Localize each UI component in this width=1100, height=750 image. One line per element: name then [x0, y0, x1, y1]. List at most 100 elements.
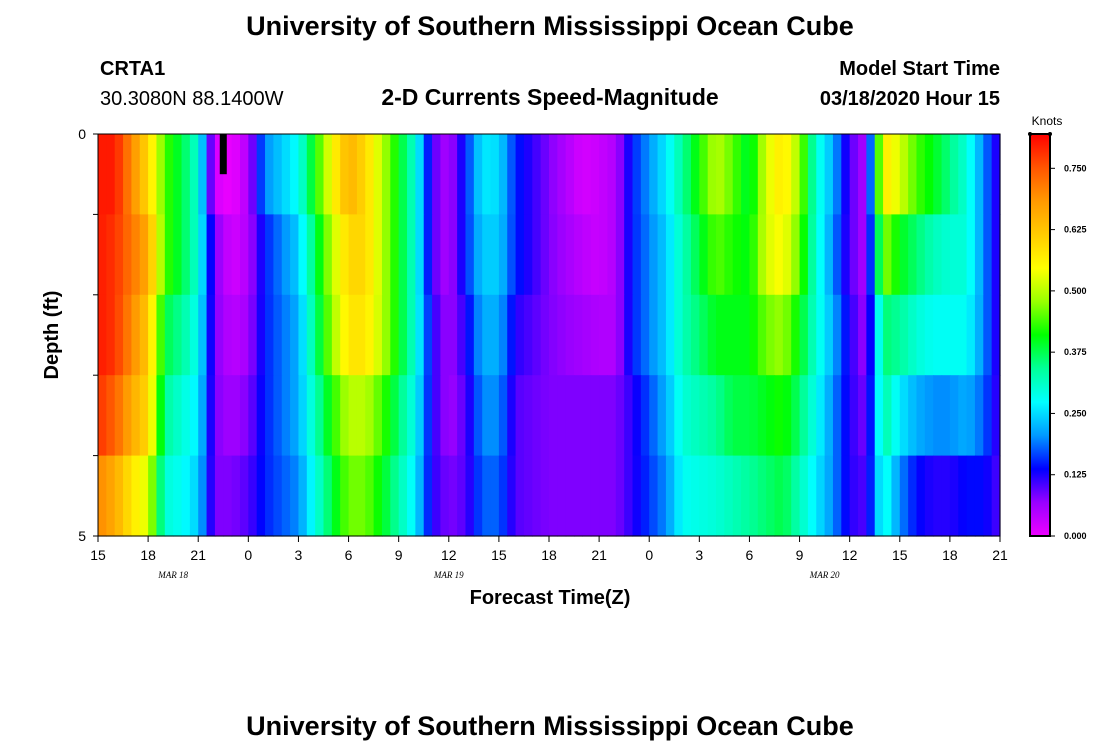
heatmap-cell: [507, 214, 517, 296]
colorbar-tick-label: 0.625: [1064, 225, 1087, 235]
heatmap-cell: [624, 294, 634, 376]
heatmap-cell: [331, 134, 341, 215]
heatmap-cell: [482, 214, 492, 296]
heatmap-cell: [490, 214, 500, 296]
heatmap-cell: [966, 375, 976, 457]
heatmap-cell: [515, 214, 525, 296]
heatmap-cell: [891, 455, 901, 537]
heatmap-cell: [590, 455, 600, 537]
heatmap-cell: [432, 375, 442, 457]
colorbar-unit: Knots: [1032, 114, 1063, 128]
heatmap-cell: [164, 134, 174, 215]
x-tick-label: 12: [441, 547, 457, 563]
heatmap-cell: [298, 294, 308, 376]
heatmap-cell: [381, 214, 391, 296]
heatmap-cell: [866, 294, 876, 376]
heatmap-cell: [214, 375, 224, 457]
heatmap-cell: [498, 214, 508, 296]
heatmap-cell: [824, 294, 834, 376]
heatmap-cell: [390, 134, 400, 215]
heatmap-cell: [398, 294, 408, 376]
heatmap-cell: [707, 134, 717, 215]
heatmap-cell: [432, 134, 442, 215]
heatmap-cell: [807, 375, 817, 457]
heatmap-cell: [766, 134, 776, 215]
heatmap-cell: [532, 294, 542, 376]
heatmap-cell: [198, 294, 208, 376]
heatmap-cell: [824, 455, 834, 537]
heatmap-cell: [624, 455, 634, 537]
heatmap-cell: [440, 294, 450, 376]
heatmap-cell: [306, 455, 316, 537]
heatmap-cell: [131, 134, 141, 215]
heatmap-cell: [290, 455, 300, 537]
heatmap-cell: [114, 214, 124, 296]
heatmap-cell: [549, 134, 558, 215]
heatmap-cell: [214, 294, 224, 376]
heatmap-cell: [916, 134, 926, 215]
heatmap-cell: [991, 214, 1001, 296]
heatmap-cell: [423, 134, 433, 215]
x-tick-label: 15: [892, 547, 908, 563]
heatmap-cell: [891, 294, 901, 376]
heatmap-cell: [298, 134, 308, 215]
heatmap-cell: [716, 375, 725, 457]
heatmap-cell: [139, 134, 149, 215]
heatmap-cell: [657, 134, 667, 215]
heatmap-cell: [365, 294, 375, 376]
chart-subtitle: 2-D Currents Speed-Magnitude: [381, 84, 718, 110]
heatmap-cell: [148, 375, 158, 457]
heatmap-cell: [841, 375, 851, 457]
heatmap-cell: [440, 214, 450, 296]
heatmap-cell: [523, 134, 533, 215]
x-axis-label: Forecast Time(Z): [470, 587, 631, 609]
heatmap-cell: [98, 294, 107, 376]
heatmap-cell: [674, 375, 684, 457]
heatmap-cell: [958, 455, 968, 537]
heatmap-cell: [782, 375, 792, 457]
heatmap-cell: [599, 375, 609, 457]
heatmap-cell: [741, 294, 751, 376]
heatmap-cell: [189, 455, 199, 537]
heatmap-cell: [131, 455, 141, 537]
heatmap-cell: [824, 134, 834, 215]
heatmap-cell: [465, 294, 475, 376]
heatmap-cell: [164, 375, 174, 457]
heatmap-cell: [106, 214, 116, 296]
heatmap-cell: [457, 214, 467, 296]
heatmap-cell: [114, 375, 124, 457]
colorbar-corner: [1028, 132, 1032, 136]
heatmap-cell: [523, 294, 533, 376]
heatmap-cell: [423, 375, 433, 457]
heatmap-cell: [557, 455, 567, 537]
heatmap-cell: [690, 455, 700, 537]
heatmap-cell: [540, 214, 550, 296]
heatmap-cell: [991, 294, 1001, 376]
x-tick-label: 6: [345, 547, 353, 563]
heatmap-cell: [949, 294, 959, 376]
heatmap-cell: [640, 375, 650, 457]
heatmap-cell: [323, 214, 333, 296]
heatmap-cell: [557, 294, 567, 376]
heatmap-cell: [348, 375, 358, 457]
heatmap-cell: [373, 375, 383, 457]
heatmap-cell: [306, 134, 316, 215]
heatmap-cell: [231, 455, 241, 537]
heatmap-cell: [331, 375, 341, 457]
heatmap-cell: [615, 375, 625, 457]
heatmap-cell: [198, 375, 208, 457]
heatmap-cell: [239, 455, 249, 537]
heatmap-cell: [899, 214, 909, 296]
heatmap-cell: [273, 375, 283, 457]
heatmap-cell: [98, 455, 107, 537]
heatmap-cell: [448, 455, 458, 537]
heatmap-cell: [98, 134, 107, 215]
heatmap-cell: [340, 455, 350, 537]
heatmap-cell: [774, 375, 784, 457]
heatmap-cell: [507, 134, 517, 215]
heatmap-cell: [156, 294, 166, 376]
heatmap-cell: [799, 214, 809, 296]
colorbar-ticks: 0.000 0.125 0.250 0.375 0.500 0.625 0.750: [1028, 132, 1087, 541]
heatmap-cell: [874, 134, 884, 215]
heatmap-cell: [924, 214, 934, 296]
